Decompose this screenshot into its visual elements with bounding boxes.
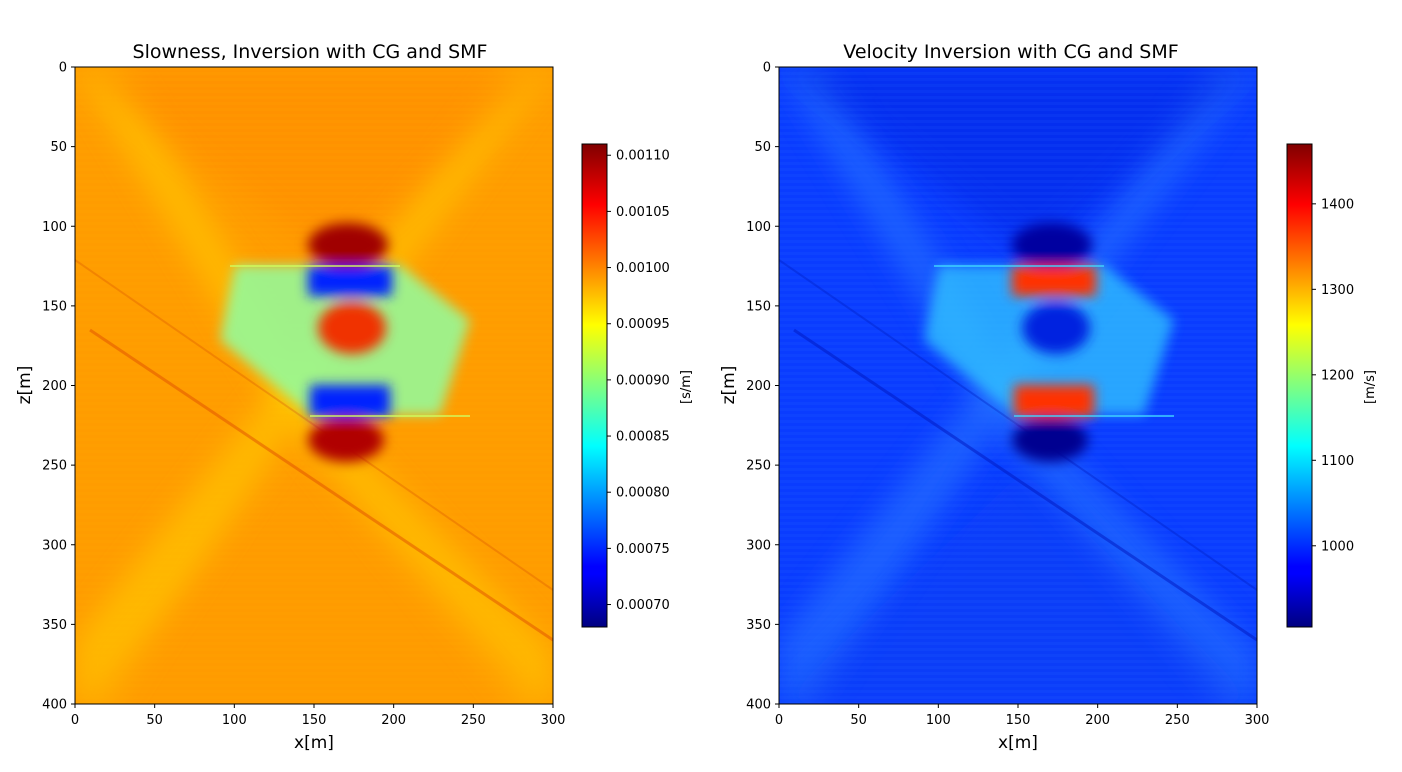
slowness-feature-lower [310, 385, 390, 417]
velocity-y-tick-label: 0 [763, 61, 771, 76]
velocity-colorbar-tick-label: 1300 [1321, 283, 1354, 298]
velocity-y-tick-label: 250 [746, 459, 771, 474]
velocity-feature-bottom [1012, 418, 1088, 462]
velocity-colorbar-tick-label: 1400 [1321, 197, 1354, 212]
velocity-x-tick-label: 100 [926, 713, 951, 728]
slowness-colorbar-tick-label: 0.00105 [616, 205, 670, 220]
slowness-x-tick-label: 300 [541, 713, 566, 728]
slowness-colorbar-tick-label: 0.00095 [616, 317, 670, 332]
velocity-y-tick-label: 50 [754, 140, 771, 155]
velocity-x-tick-label: 300 [1245, 713, 1270, 728]
velocity-y-tick-label: 300 [746, 538, 771, 553]
velocity-x-tick-label: 0 [775, 713, 783, 728]
slowness-y-tick-label: 100 [42, 220, 67, 235]
slowness-colorbar [581, 143, 608, 628]
velocity-ray-line [793, 328, 1257, 642]
slowness-x-axis: 0 50 100 150 200 250 300 [71, 704, 566, 728]
velocity-x-label: x[m] [998, 733, 1038, 753]
velocity-colorbar-tick-label: 1200 [1321, 368, 1354, 383]
slowness-x-tick-label: 50 [146, 713, 163, 728]
velocity-x-tick-label: 200 [1085, 713, 1110, 728]
slowness-x-tick-label: 250 [461, 713, 486, 728]
slowness-heatmap [75, 67, 553, 704]
velocity-y-axis: 0 50 100 150 200 250 300 350 400 [746, 61, 779, 713]
velocity-y-tick-label: 100 [746, 220, 771, 235]
slowness-x-label: x[m] [294, 733, 334, 753]
velocity-colorbar-tick-label: 1000 [1321, 539, 1354, 554]
slowness-panel: Slowness, Inversion with CG and SMF [15, 41, 694, 753]
velocity-heatmap [779, 67, 1257, 704]
velocity-feature-top [1012, 223, 1092, 267]
slowness-colorbar-tick-label: 0.00090 [616, 373, 670, 388]
slowness-colorbar-tick-label: 0.00110 [616, 149, 670, 164]
velocity-x-tick-label: 50 [850, 713, 867, 728]
velocity-y-tick-label: 350 [746, 618, 771, 633]
slowness-x-tick-label: 100 [222, 713, 247, 728]
velocity-y-tick-label: 150 [746, 299, 771, 314]
slowness-colorbar-tick-label: 0.00080 [616, 486, 670, 501]
velocity-chart-title: Velocity Inversion with CG and SMF [843, 41, 1178, 63]
slowness-y-tick-label: 200 [42, 379, 67, 394]
slowness-ray-line [89, 328, 553, 642]
velocity-feature-lower [1014, 385, 1094, 417]
slowness-y-tick-label: 150 [42, 299, 67, 314]
slowness-colorbar-label: [s/m] [679, 370, 694, 404]
velocity-colorbar-ticks: 1000 1100 1200 1300 1400 [1312, 197, 1354, 554]
velocity-y-tick-label: 400 [746, 698, 771, 713]
slowness-feature-top [308, 223, 388, 267]
slowness-feature-bottom [308, 418, 384, 462]
slowness-colorbar-tick-label: 0.00085 [616, 430, 670, 445]
slowness-colorbar-ticks: 0.00070 0.00075 0.00080 0.00085 0.00090 0.000… [607, 149, 670, 613]
velocity-colorbar-label: [m/s] [1363, 370, 1378, 404]
slowness-colorbar-tick-label: 0.00100 [616, 261, 670, 276]
slowness-x-tick-label: 0 [71, 713, 79, 728]
slowness-x-tick-label: 200 [381, 713, 406, 728]
velocity-x-tick-label: 150 [1006, 713, 1031, 728]
slowness-colorbar-tick-label: 0.00075 [616, 542, 670, 557]
slowness-y-axis: 0 50 100 150 200 250 300 350 400 [42, 61, 75, 713]
slowness-y-tick-label: 350 [42, 618, 67, 633]
velocity-x-axis: 0 50 100 150 200 250 300 [775, 704, 1270, 728]
slowness-chart-title: Slowness, Inversion with CG and SMF [133, 41, 488, 63]
slowness-y-tick-label: 400 [42, 698, 67, 713]
slowness-feature-middle [318, 302, 386, 354]
velocity-feature-middle [1022, 302, 1090, 354]
velocity-feature-upper [1012, 266, 1096, 296]
velocity-y-label: z[m] [719, 366, 739, 405]
slowness-y-tick-label: 300 [42, 538, 67, 553]
slowness-x-tick-label: 150 [302, 713, 327, 728]
velocity-colorbar [1286, 143, 1313, 628]
slowness-y-label: z[m] [15, 366, 35, 405]
slowness-y-tick-label: 50 [50, 140, 67, 155]
slowness-y-tick-label: 250 [42, 459, 67, 474]
velocity-ray-line [779, 259, 1257, 591]
velocity-x-tick-label: 250 [1165, 713, 1190, 728]
slowness-feature-upper [308, 266, 392, 296]
velocity-panel: Velocity Inversion with CG and SMF 0 50 10… [719, 41, 1378, 753]
velocity-colorbar-tick-label: 1100 [1321, 454, 1354, 469]
velocity-y-tick-label: 200 [746, 379, 771, 394]
slowness-y-tick-label: 0 [59, 61, 67, 76]
slowness-ray-line [75, 259, 553, 591]
slowness-colorbar-tick-label: 0.00070 [616, 598, 670, 613]
